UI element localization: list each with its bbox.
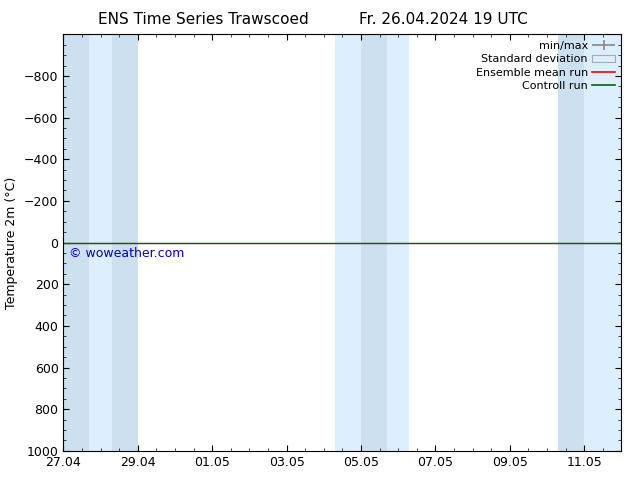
Bar <box>387 34 410 451</box>
Y-axis label: Temperature 2m (°C): Temperature 2m (°C) <box>6 176 18 309</box>
Bar <box>361 34 387 451</box>
Bar <box>558 34 584 451</box>
Text: © woweather.com: © woweather.com <box>69 246 184 260</box>
Bar <box>89 34 112 451</box>
Text: ENS Time Series Trawscoed: ENS Time Series Trawscoed <box>98 12 308 27</box>
Bar <box>112 34 138 451</box>
Legend: min/max, Standard deviation, Ensemble mean run, Controll run: min/max, Standard deviation, Ensemble me… <box>471 37 619 96</box>
Bar <box>584 34 621 451</box>
Bar <box>63 34 89 451</box>
Text: Fr. 26.04.2024 19 UTC: Fr. 26.04.2024 19 UTC <box>359 12 528 27</box>
Bar <box>335 34 361 451</box>
